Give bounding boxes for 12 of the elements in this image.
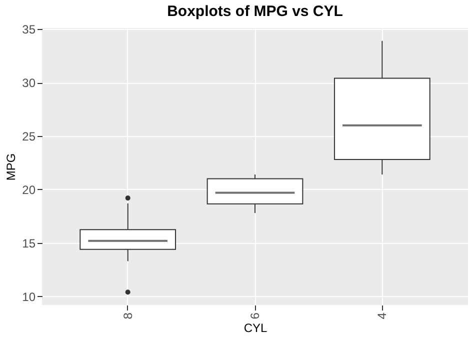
y-tick-label: 30 bbox=[22, 76, 36, 90]
y-tick-label: 25 bbox=[22, 130, 36, 144]
y-axis-title: MPG bbox=[4, 153, 18, 181]
x-axis-title: CYL bbox=[244, 321, 268, 336]
x-tick-label: 8 bbox=[120, 312, 135, 320]
y-tick-label: 35 bbox=[22, 22, 36, 37]
y-tick-label: 20 bbox=[22, 182, 36, 197]
y-tick-label: 15 bbox=[22, 236, 36, 250]
y-tick-label: 10 bbox=[22, 290, 36, 304]
chart-title: Boxplots of MPG vs CYL bbox=[167, 3, 343, 20]
x-tick-label: 6 bbox=[248, 312, 262, 320]
x-tick-label: 4 bbox=[375, 312, 390, 320]
